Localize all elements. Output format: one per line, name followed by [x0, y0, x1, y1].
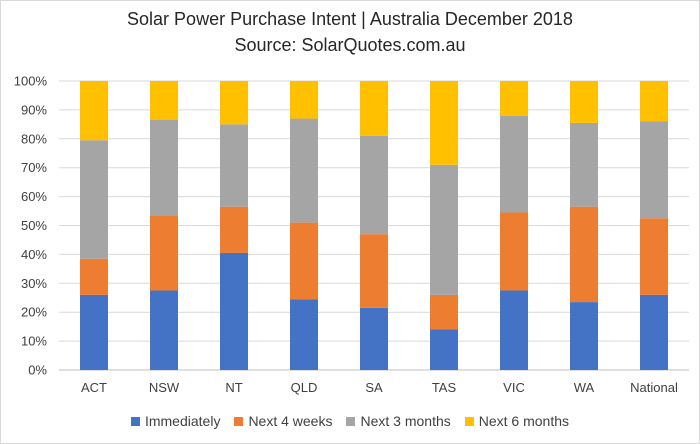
legend-item: Next 4 weeks — [234, 413, 332, 429]
x-tick-label: NSW — [149, 380, 180, 395]
y-tick-label: 90% — [21, 102, 47, 117]
bar-segment — [430, 81, 458, 165]
legend-swatch — [346, 416, 356, 426]
legend-swatch — [234, 416, 244, 426]
y-tick-label: 60% — [21, 189, 47, 204]
chart-title: Solar Power Purchase Intent | Australia … — [127, 9, 573, 29]
bar-segment — [220, 206, 248, 253]
bar-segment — [430, 329, 458, 370]
legend-label: Next 6 months — [478, 413, 570, 429]
x-tick-label: TAS — [432, 380, 457, 395]
bar-segment — [640, 121, 668, 219]
bar-segment — [80, 140, 108, 259]
legend-swatch — [464, 416, 474, 426]
x-tick-label: NT — [225, 380, 242, 395]
legend-item: Immediately — [130, 413, 221, 429]
bar-segment — [640, 294, 668, 370]
y-tick-label: 50% — [21, 218, 47, 233]
bar-segment — [220, 124, 248, 207]
bar-segment — [80, 258, 108, 295]
x-tick-label: QLD — [291, 380, 318, 395]
bar-segment — [640, 81, 668, 122]
y-tick-label: 30% — [21, 276, 47, 291]
bar-segment — [500, 212, 528, 291]
bar-segment — [290, 299, 318, 370]
bar-segment — [360, 307, 388, 370]
bar-segment — [290, 81, 318, 119]
bar-segment — [640, 218, 668, 295]
bar-segment — [80, 81, 108, 141]
bar-segment — [220, 81, 248, 125]
bar-segment — [150, 120, 178, 216]
legend-swatch — [130, 416, 140, 426]
chart-legend: Immediately Next 4 weeks Next 3 months Next… — [1, 413, 699, 429]
bar-segment — [500, 290, 528, 370]
y-tick-label: 40% — [21, 247, 47, 262]
bar-segment — [430, 294, 458, 330]
x-tick-label: National — [630, 380, 678, 395]
bar-segment — [430, 164, 458, 295]
bar-segment — [150, 215, 178, 291]
legend-label: Next 4 weeks — [248, 413, 333, 429]
bar-segment — [570, 122, 598, 207]
legend-item: Next 6 months — [464, 413, 570, 429]
x-tick-label: WA — [574, 380, 595, 395]
bar-segment — [220, 252, 248, 370]
bar-segment — [80, 294, 108, 370]
bar-segment — [290, 118, 318, 223]
bar-segment — [500, 81, 528, 116]
bar-segment — [360, 234, 388, 308]
bar-segment — [150, 81, 178, 121]
x-tick-label: SA — [365, 380, 383, 395]
y-tick-label: 100% — [14, 74, 48, 89]
bar-segment — [570, 81, 598, 123]
y-tick-label: 0% — [28, 363, 47, 378]
y-tick-label: 80% — [21, 131, 47, 146]
bar-segment — [290, 222, 318, 300]
legend-item: Next 3 months — [346, 413, 451, 429]
bar-segment — [150, 290, 178, 370]
x-tick-label: VIC — [503, 380, 525, 395]
y-tick-label: 10% — [21, 334, 47, 349]
legend-label: Next 3 months — [360, 413, 451, 429]
bar-segment — [360, 81, 388, 136]
bar-segment — [500, 115, 528, 213]
bar-segment — [570, 206, 598, 303]
bar-segment — [360, 135, 388, 235]
y-tick-label: 70% — [21, 160, 47, 175]
chart-subtitle: Source: SolarQuotes.com.au — [234, 35, 466, 55]
y-tick-label: 20% — [21, 305, 47, 320]
legend-label: Immediately — [144, 413, 221, 429]
x-tick-label: ACT — [81, 380, 107, 395]
bar-segment — [570, 302, 598, 370]
